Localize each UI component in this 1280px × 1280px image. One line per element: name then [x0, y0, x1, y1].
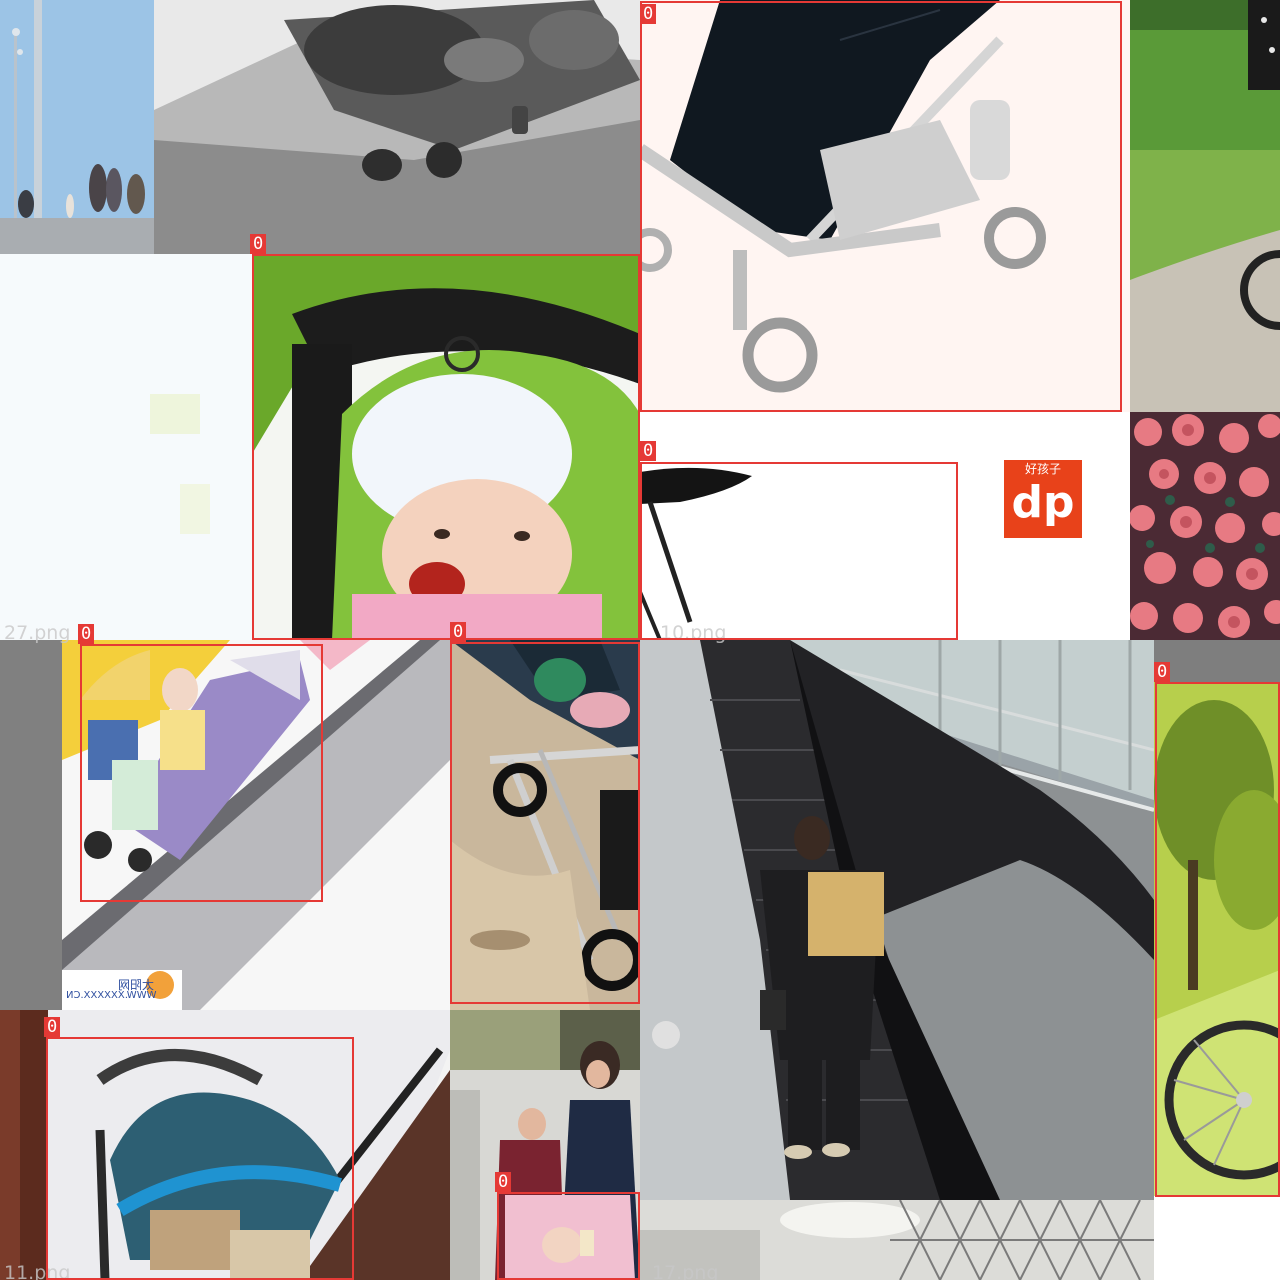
detection-label: 0	[250, 234, 267, 254]
tile-glass-ceiling	[640, 1200, 1154, 1280]
tile-child-purple-stroller: WWW.XXXXXX.CN 太阳网	[0, 640, 450, 1010]
tile-pale-background	[0, 254, 252, 640]
tile-baby-green-stroller	[252, 254, 640, 640]
filename-label: 11.png	[4, 1262, 71, 1280]
tile-blue-canopy-stroller	[0, 1010, 450, 1280]
filename-label: 27.png	[4, 622, 71, 644]
brand-logo-caption: 好孩子	[1024, 462, 1061, 476]
tile-stroller-grass	[1130, 0, 1280, 412]
detection-label: 0	[450, 622, 467, 642]
filename-label: 17.png	[652, 1262, 719, 1280]
tile-stroller-seat-product	[640, 412, 1130, 640]
detection-label: 0	[44, 1017, 61, 1037]
detection-label: 0	[640, 4, 657, 24]
tile-man-escalator	[640, 640, 1154, 1200]
tile-stroller-black-canopy	[640, 0, 1130, 412]
watermark-site: 太阳网	[118, 978, 155, 992]
tile-stroller-wheel-park	[1154, 640, 1280, 1200]
brand-logo-mark: dp	[1011, 477, 1075, 528]
filename-label: 10.png	[660, 622, 727, 644]
tile-pier-sky	[0, 0, 154, 254]
detection-label: 0	[1154, 662, 1171, 682]
tile-pink-roses	[1130, 412, 1280, 640]
brand-logo: 好孩子 dp	[1004, 460, 1082, 538]
detection-label: 0	[640, 441, 657, 461]
tile-stroller-dirt	[450, 640, 640, 1010]
detection-label: 0	[78, 624, 95, 644]
tile-family-pink-stroller	[450, 1010, 640, 1280]
detection-label: 0	[495, 1172, 512, 1192]
tile-grayscale-shoes	[154, 0, 640, 254]
